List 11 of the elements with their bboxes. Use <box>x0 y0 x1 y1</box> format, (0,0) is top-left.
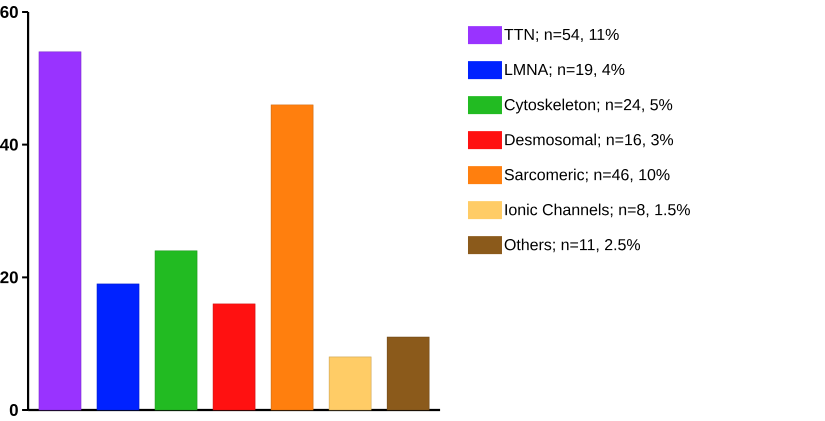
y-tick-label: 0 <box>10 404 18 416</box>
legend-label: Others; n=11, 2.5% <box>504 238 640 252</box>
legend-label: Ionic Channels; n=8, 1.5% <box>505 204 690 218</box>
y-tick-label: 40 <box>0 138 18 151</box>
y-tick-label: 20 <box>0 271 18 284</box>
legend-label: TTN; n=54, 11% <box>504 28 619 42</box>
legend-label: Sarcomeric; n=46, 10% <box>504 168 670 182</box>
legend-label: Desmosomal; n=16, 3% <box>505 134 674 148</box>
y-tick-label: 60 <box>0 6 18 18</box>
legend-label: LMNA; n=19, 4% <box>505 64 624 77</box>
legend-label: Cytoskeleton; n=24, 5% <box>504 98 672 114</box>
